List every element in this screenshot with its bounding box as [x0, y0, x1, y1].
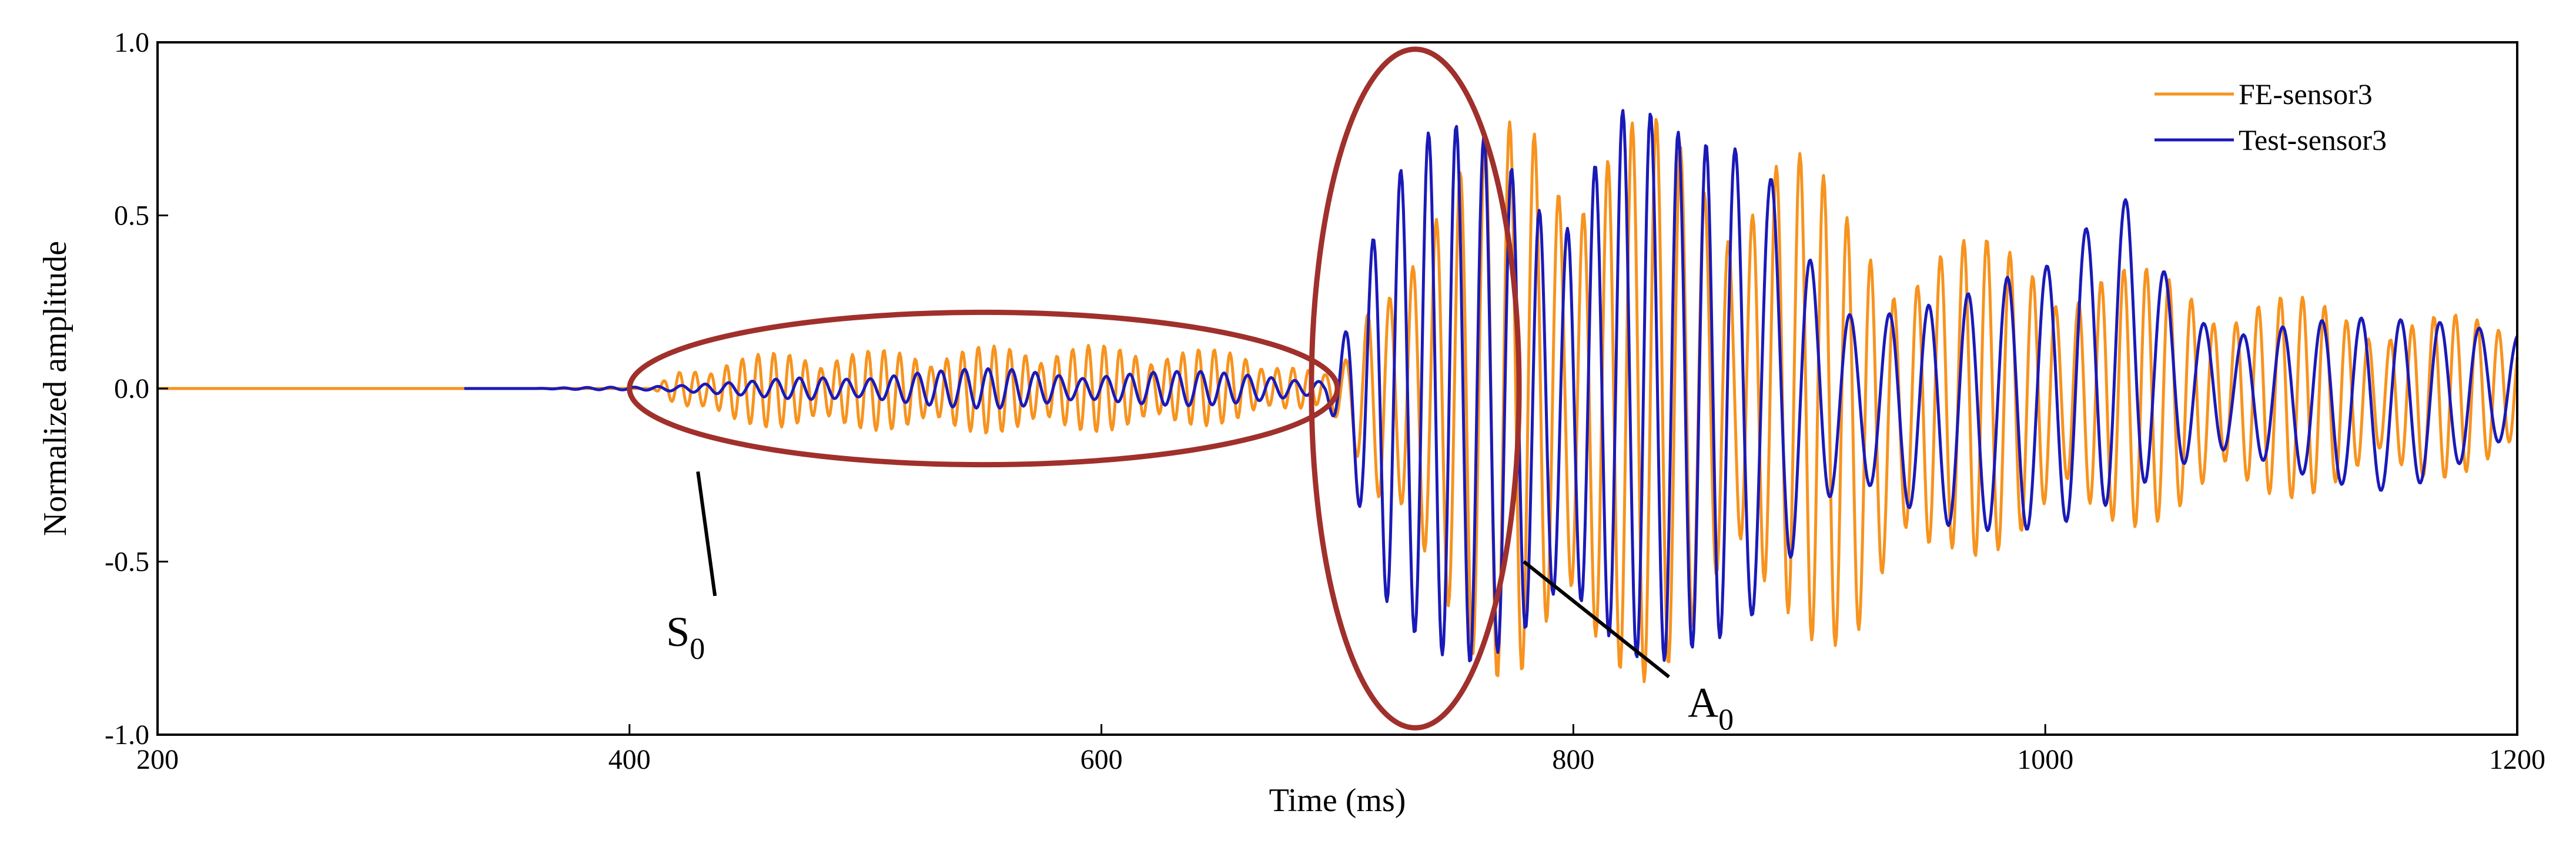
- x-tick-label-1000: 1000: [2017, 744, 2073, 775]
- tick-layer: 200 400 600 800 1000 1200 -1.0 -0.5 0.0 0.5 1.0: [105, 27, 2545, 775]
- x-tick-label-200: 200: [136, 744, 179, 775]
- annotation-ellipse-0: [627, 309, 1340, 468]
- x-tick-label-800: 800: [1552, 744, 1594, 775]
- y-tick-label-3: 0.5: [114, 200, 149, 232]
- annotation-ellipse-1: [1309, 46, 1522, 731]
- y-tick-label-2: 0.0: [114, 373, 149, 404]
- x-tick-label-400: 400: [608, 744, 651, 775]
- legend-label-fe-sensor3: FE-sensor3: [2239, 78, 2373, 110]
- x-axis-title: Time (ms): [1269, 782, 1406, 819]
- y-tick-label-0: -1.0: [105, 719, 149, 751]
- annotation-label-0: S0: [666, 608, 705, 666]
- annotation-label-1: A0: [1688, 679, 1734, 737]
- x-tick-label-600: 600: [1080, 744, 1123, 775]
- series-layer: [157, 109, 2519, 684]
- x-tick-label-1200: 1200: [2489, 744, 2545, 775]
- series-line-test-sensor3: [464, 109, 2519, 662]
- legend-label-test-sensor3: Test-sensor3: [2239, 123, 2387, 156]
- y-axis-title: Normalized amplitude: [37, 241, 73, 536]
- y-tick-label-4: 1.0: [114, 27, 149, 58]
- annotation-pointer-1: [1523, 560, 1670, 678]
- y-tick-label-1: -0.5: [105, 547, 149, 578]
- annotation-pointer-0: [696, 471, 717, 597]
- legend: FE-sensor3 Test-sensor3: [2155, 78, 2387, 156]
